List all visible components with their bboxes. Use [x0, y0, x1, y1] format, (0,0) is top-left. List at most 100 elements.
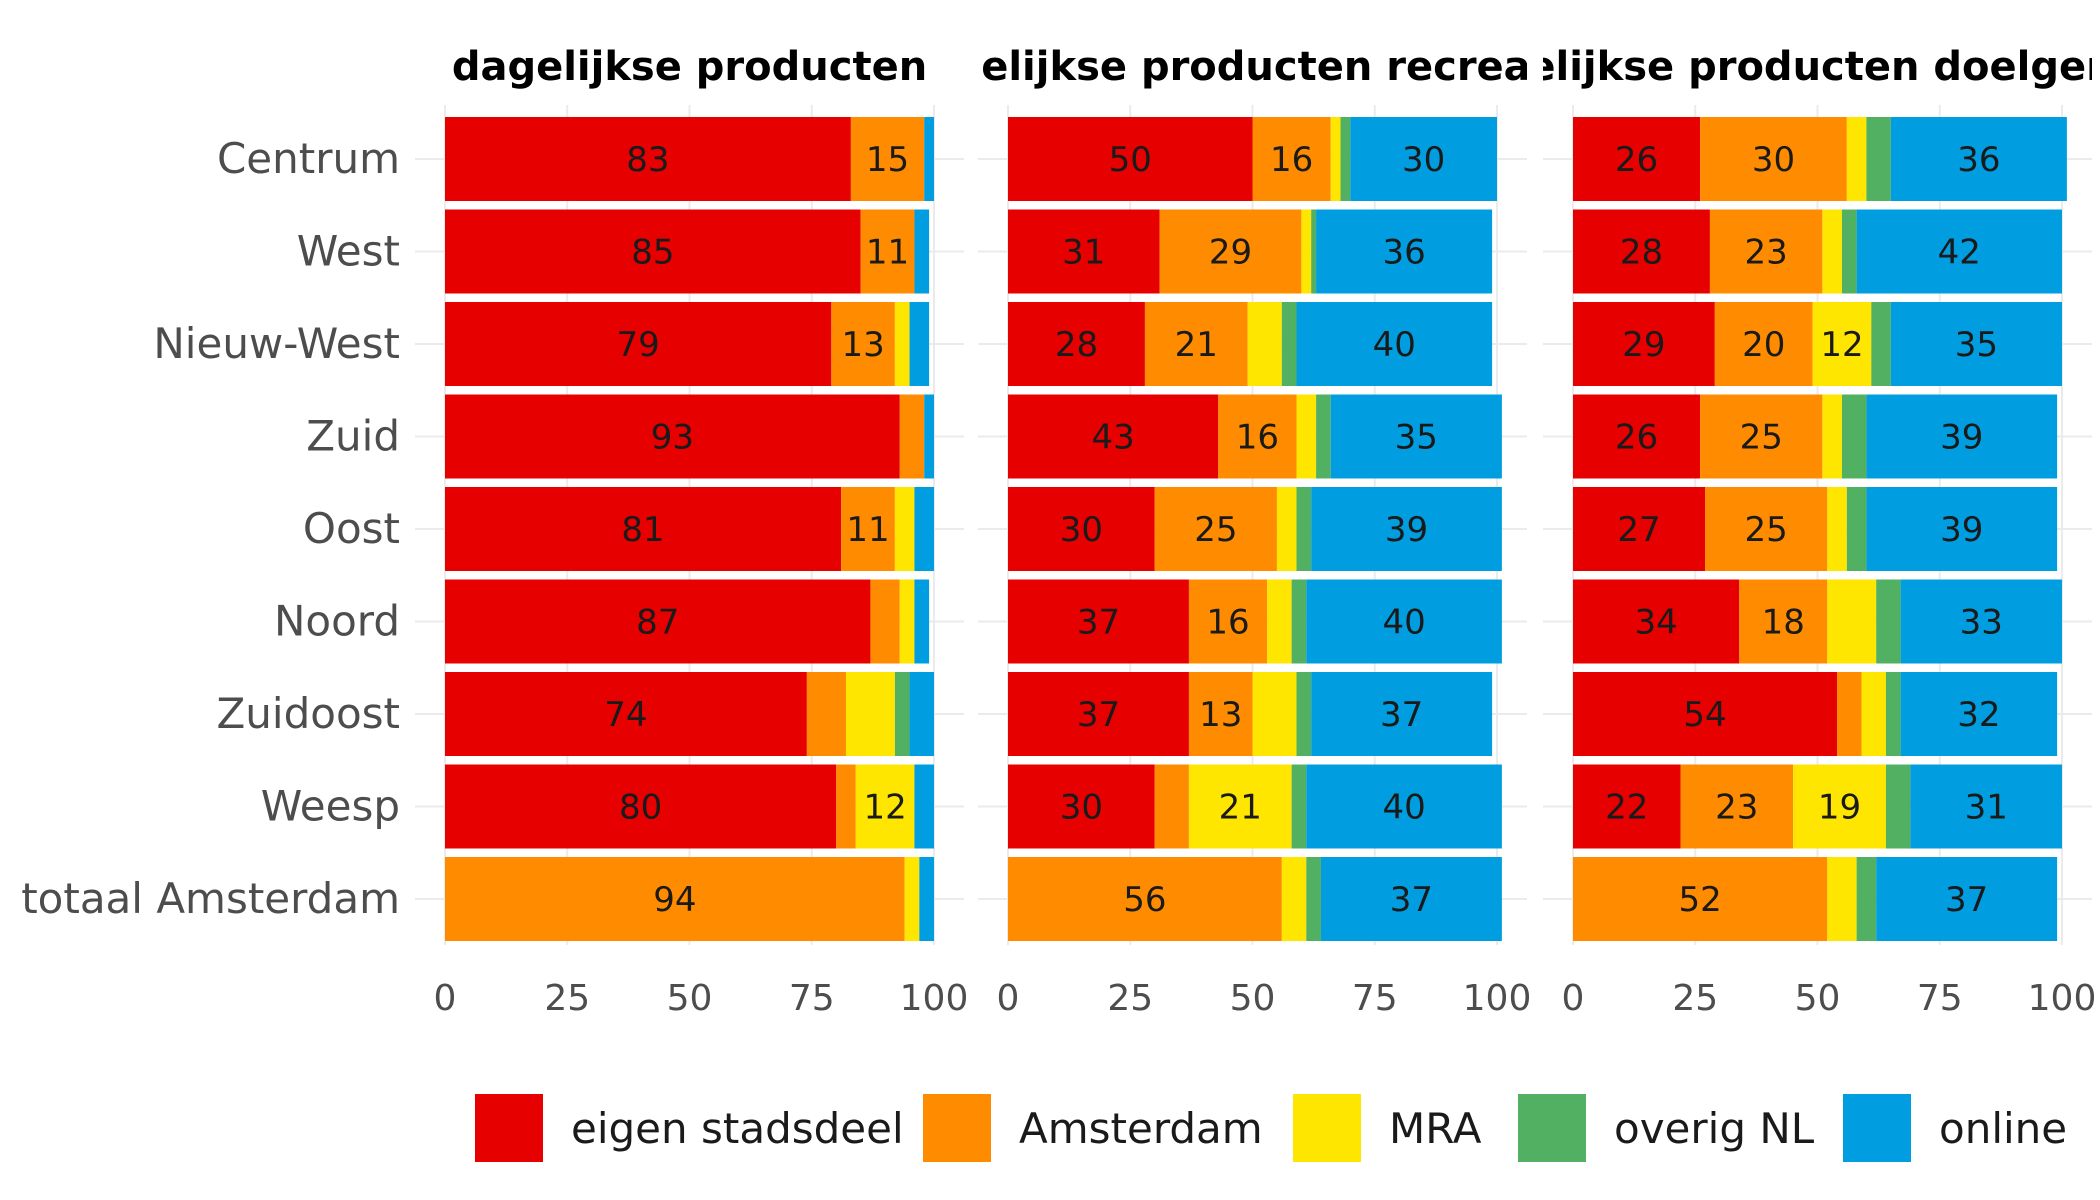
legend-swatch [1518, 1094, 1586, 1162]
bar-segment-eigen-stadsdeel [445, 302, 832, 386]
legend-swatch [475, 1094, 543, 1162]
x-tick-label: 100 [900, 978, 969, 1019]
bar-segment-online [919, 857, 934, 941]
bar-segment-online [1316, 209, 1493, 294]
bar-segment-overig-nl [1281, 302, 1297, 386]
x-tick-label: 25 [544, 978, 590, 1019]
legend-label: Amsterdam [1019, 1104, 1263, 1153]
category-label: West [297, 227, 400, 276]
bar-segment-online [1306, 764, 1502, 849]
bar-segment-eigen-stadsdeel [1573, 672, 1838, 756]
bar-segment-overig-nl [1296, 672, 1312, 756]
data-label: 25 [1194, 510, 1237, 550]
data-label: 83 [626, 140, 669, 180]
legend-swatch [1843, 1094, 1911, 1162]
data-label: 11 [846, 510, 889, 550]
data-label: 85 [631, 233, 674, 273]
bar-segment-online [1296, 302, 1493, 386]
bar-segment-amsterdam [445, 857, 905, 941]
bar-segment-overig-nl [894, 672, 910, 756]
bar-segment-amsterdam [1159, 209, 1302, 294]
data-label: 22 [1605, 788, 1648, 828]
bar-segment-overig-nl [1841, 209, 1857, 294]
bar-segment-overig-nl [1846, 487, 1867, 571]
x-tick-label: 50 [667, 978, 713, 1019]
bar-segment-eigen-stadsdeel [445, 764, 837, 849]
data-label: 93 [651, 418, 694, 458]
data-label: 40 [1382, 603, 1425, 643]
bar-segment-eigen-stadsdeel [1008, 672, 1189, 756]
legend-swatch [923, 1094, 991, 1162]
legend-label: MRA [1389, 1104, 1482, 1153]
panel-title-2: dagelijkse producten doelgericht [1444, 44, 2100, 90]
data-label: 30 [1402, 140, 1445, 180]
data-label: 94 [653, 880, 696, 920]
x-tick-label: 75 [1352, 978, 1398, 1019]
data-label: 25 [1745, 510, 1788, 550]
bar-segment-amsterdam [1709, 209, 1823, 294]
bar-segment-overig-nl [1340, 117, 1351, 201]
data-label: 21 [1175, 325, 1218, 365]
bar-segment-eigen-stadsdeel [1008, 579, 1189, 664]
bar-segment-amsterdam [1144, 302, 1248, 386]
bar-segment-online [1866, 487, 2058, 571]
panel-title-1: dagelijkse producten recreatief [897, 44, 1609, 90]
data-label: 35 [1395, 418, 1438, 458]
data-label: 54 [1683, 695, 1726, 735]
legend-label: online [1939, 1104, 2067, 1153]
bar-segment-online [1900, 579, 2062, 664]
bar-segment-amsterdam [1573, 857, 1828, 941]
bar-segment-eigen-stadsdeel [1573, 302, 1715, 386]
bar-segment-overig-nl [1306, 857, 1321, 941]
bar-segment-online [924, 394, 934, 479]
bar-segment-online [1306, 579, 1502, 664]
x-tick-label: 25 [1672, 978, 1718, 1019]
bar-segment-mra [1846, 117, 1867, 201]
bar-segment-eigen-stadsdeel [1008, 764, 1155, 849]
data-label: 37 [1380, 695, 1423, 735]
category-label: Zuidoost [217, 689, 400, 738]
category-label: Centrum [217, 134, 400, 183]
bar-segment-eigen-stadsdeel [1573, 487, 1706, 571]
data-label: 31 [1965, 788, 2008, 828]
bar-segment-overig-nl [1316, 394, 1331, 479]
data-label: 40 [1382, 788, 1425, 828]
data-label: 34 [1634, 603, 1677, 643]
bar-segment-mra [1793, 764, 1886, 849]
bar-segment-amsterdam [1188, 672, 1253, 756]
bar-segment-online [914, 209, 930, 294]
bar-segment-amsterdam [1154, 487, 1277, 571]
bar-segment-mra [1247, 302, 1282, 386]
data-label: 35 [1955, 325, 1998, 365]
x-tick-label: 75 [789, 978, 835, 1019]
bar-segment-online [914, 579, 930, 664]
data-label: 30 [1060, 510, 1103, 550]
bar-segment-mra [1276, 487, 1297, 571]
bar-segment-mra [1330, 117, 1341, 201]
bar-segment-amsterdam [1705, 487, 1828, 571]
bar-segment-amsterdam [850, 117, 925, 201]
category-label: Weesp [261, 782, 400, 831]
bar-segment-online [1890, 302, 2062, 386]
bar-segment-overig-nl [1311, 209, 1317, 294]
category-label: totaal Amsterdam [21, 874, 400, 923]
data-label: 36 [1957, 140, 2000, 180]
bar-segment-amsterdam [899, 394, 925, 479]
bar-segment-overig-nl [1291, 579, 1307, 664]
data-label: 27 [1617, 510, 1660, 550]
bar-segment-mra [1827, 857, 1857, 941]
bar-segment-online [909, 302, 930, 386]
bar-segment-overig-nl [1296, 487, 1312, 571]
bar-segment-overig-nl [1885, 672, 1901, 756]
bar-segment-online [914, 487, 934, 571]
data-label: 19 [1818, 788, 1861, 828]
bar-segment-amsterdam [1700, 117, 1847, 201]
bar-segment-eigen-stadsdeel [1573, 579, 1740, 664]
bar-segment-eigen-stadsdeel [445, 487, 842, 571]
data-label: 80 [619, 788, 662, 828]
panel-title-0: dagelijkse producten [452, 44, 927, 90]
bar-segment-amsterdam [1008, 857, 1282, 941]
bar-segment-mra [904, 857, 920, 941]
bar-segment-mra [1301, 209, 1312, 294]
